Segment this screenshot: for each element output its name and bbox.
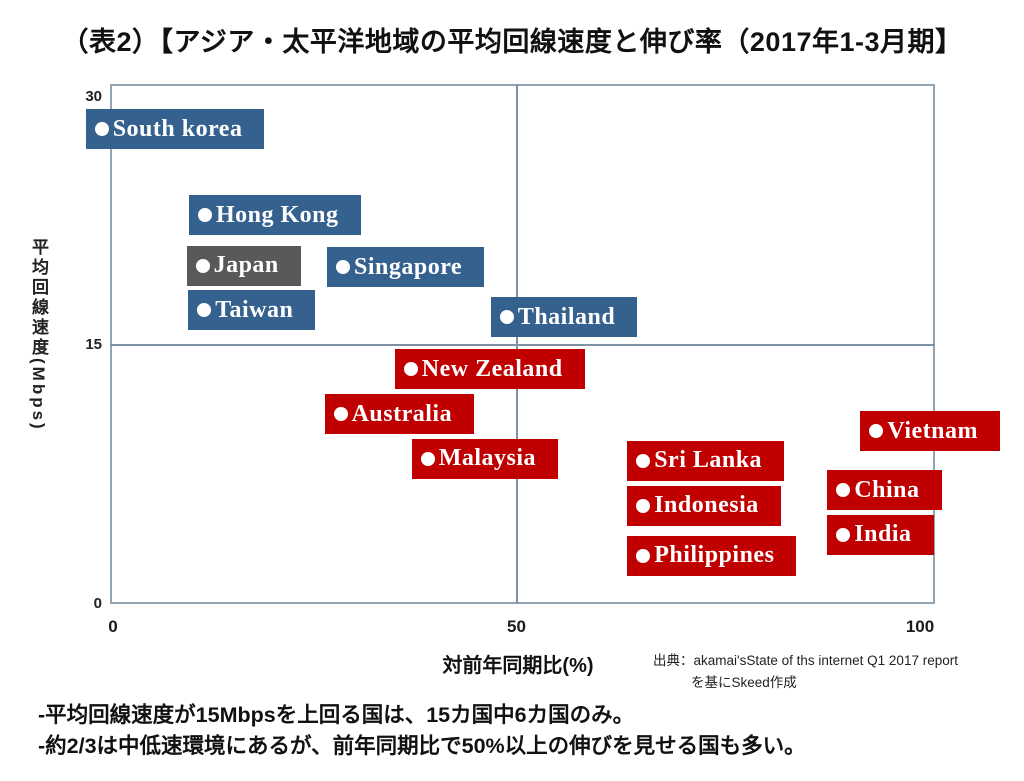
point-marker: [636, 498, 651, 513]
country-label-text: India: [854, 521, 912, 548]
country-label-text: Thailand: [517, 303, 616, 330]
point-marker: [197, 208, 212, 223]
point-marker: [333, 407, 348, 422]
country-label: Hong Kong: [188, 195, 361, 236]
note-line-2: -約2/3は中低速環境にあるが、前年同期比で50%以上の伸びを見せる国も多い。: [38, 733, 806, 758]
x-tick-label: 50: [507, 617, 526, 636]
point-marker: [836, 527, 851, 542]
country-label: China: [827, 470, 942, 511]
point-marker: [94, 122, 109, 137]
country-label-text: Indonesia: [654, 492, 759, 519]
point-marker: [420, 451, 435, 466]
point-marker: [499, 310, 514, 325]
country-label-text: South korea: [112, 115, 243, 142]
page-title: （表2）【アジア・太平洋地域の平均回線速度と伸び率（2017年1-3月期】: [61, 27, 963, 57]
y-tick-label: 15: [85, 335, 102, 353]
source-line-1: 出典：akamai'sState of ths internet Q1 2017…: [653, 653, 958, 668]
country-label-text: Malaysia: [438, 445, 537, 472]
country-label: Japan: [186, 245, 301, 286]
country-label: Australia: [324, 394, 475, 435]
y-tick-label: 0: [93, 595, 102, 612]
country-label: India: [827, 514, 934, 555]
point-marker: [403, 362, 418, 377]
country-label: Thailand: [490, 297, 638, 338]
note-line-1: -平均回線速度が15Mbpsを上回る国は、15カ国中6カ国のみ。: [38, 703, 635, 727]
country-label-text: Singapore: [353, 253, 463, 280]
country-label: Philippines: [627, 535, 797, 576]
country-label-text: Sri Lanka: [654, 447, 763, 474]
country-label-text: Japan: [213, 252, 279, 278]
point-marker: [195, 258, 210, 273]
country-label-text: Philippines: [654, 542, 775, 569]
source-note: 出典：akamai'sState of ths internet Q1 2017…: [653, 650, 958, 693]
x-tick-label: 100: [905, 617, 935, 636]
country-label-text: Taiwan: [215, 296, 294, 323]
point-marker: [869, 424, 884, 439]
country-label: Sri Lanka: [627, 440, 785, 481]
source-line-2: を基にSkeed作成: [691, 674, 797, 690]
y-axis-title: 平均回線速度(Mbps): [29, 238, 48, 432]
reference-line-horizontal: [110, 343, 935, 346]
point-marker: [197, 303, 212, 318]
country-label: New Zealand: [394, 349, 585, 390]
point-marker: [836, 483, 851, 498]
summary-notes: -平均回線速度が15Mbpsを上回る国は、15カ国中6カ国のみ。 -約2/3は中…: [38, 700, 1008, 761]
country-label: South korea: [85, 109, 265, 150]
country-label-text: China: [854, 476, 920, 503]
country-label-text: Vietnam: [887, 417, 979, 444]
country-label-text: Australia: [351, 400, 453, 427]
country-label: Indonesia: [627, 485, 781, 526]
y-tick-label: 30: [85, 87, 102, 105]
point-marker: [636, 548, 651, 563]
country-label: Taiwan: [188, 290, 316, 331]
point-marker: [335, 260, 350, 275]
country-label: Singapore: [326, 247, 485, 288]
country-label: Malaysia: [411, 438, 559, 479]
country-label-text: Hong Kong: [215, 201, 339, 228]
x-tick-label: 0: [108, 617, 118, 636]
x-axis-title: 対前年同期比(%): [442, 655, 594, 677]
country-label: Vietnam: [860, 411, 1001, 452]
point-marker: [636, 453, 651, 468]
country-label-text: New Zealand: [421, 355, 563, 382]
